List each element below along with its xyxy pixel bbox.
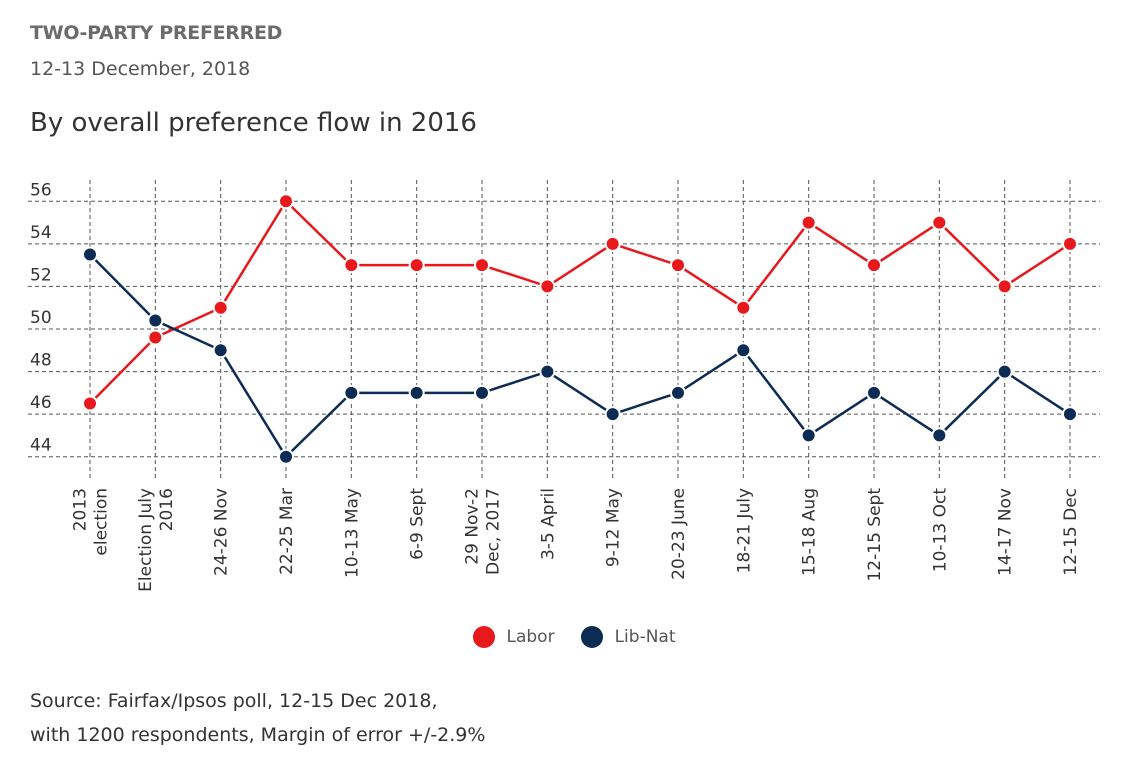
data-point-labor-12 xyxy=(866,257,882,274)
data-point-lib-nat-4 xyxy=(343,384,360,401)
series-line-lib-nat xyxy=(89,253,1071,458)
y-tick-label-48: 48 xyxy=(30,351,52,371)
x-tick-label-line: 24-26 Nov xyxy=(212,488,232,576)
data-point-labor-6 xyxy=(474,257,490,274)
data-point-lib-nat-7 xyxy=(539,363,556,380)
chart-subtitle: By overall preference flow in 2016 xyxy=(30,108,477,138)
x-tick-label-14: 14-17 Nov xyxy=(996,488,1016,576)
data-point-lib-nat-5 xyxy=(408,384,425,401)
x-tick-label-line: election xyxy=(92,488,112,556)
data-point-lib-nat-10 xyxy=(735,342,752,359)
series-line-labor xyxy=(89,200,1071,405)
x-tick-label-3: 22-25 Mar xyxy=(277,488,297,575)
data-point-labor-14 xyxy=(996,278,1013,295)
source-line-1: Source: Fairfax/Ipsos poll, 12-15 Dec 20… xyxy=(30,690,438,712)
legend-swatch-lib-nat xyxy=(580,626,603,648)
y-tick-label-44: 44 xyxy=(30,436,52,456)
x-tick-label-line: 14-17 Nov xyxy=(996,488,1016,576)
data-point-labor-5 xyxy=(408,257,425,274)
x-tick-label-line: 20-23 June xyxy=(669,488,689,580)
data-point-labor-1 xyxy=(147,329,164,346)
x-tick-label-line: Dec, 2017 xyxy=(484,488,504,575)
x-tick-label-6: 29 Nov-2 Dec, 2017 xyxy=(463,488,504,575)
data-point-lib-nat-13 xyxy=(931,427,948,444)
x-tick-label-10: 18-21 July xyxy=(734,488,754,573)
legend: Labor Lib-Nat xyxy=(0,626,1148,648)
chart-date: 12-13 December, 2018 xyxy=(30,58,251,80)
data-point-lib-nat-0 xyxy=(82,246,98,263)
data-point-labor-4 xyxy=(343,257,360,274)
data-point-lib-nat-11 xyxy=(800,427,817,444)
data-point-labor-7 xyxy=(539,278,556,295)
x-tick-label-1: Election July 2016 xyxy=(136,488,177,592)
x-tick-label-line: 12-15 Dec xyxy=(1061,488,1081,576)
x-tick-label-5: 6-9 Sept xyxy=(408,488,428,560)
legend-label-lib-nat: Lib-Nat xyxy=(614,627,676,647)
data-point-lib-nat-1 xyxy=(147,312,164,329)
x-tick-label-8: 9-12 May xyxy=(604,488,624,567)
data-point-lib-nat-8 xyxy=(604,406,621,423)
data-point-lib-nat-3 xyxy=(278,448,294,465)
data-point-labor-3 xyxy=(278,193,294,210)
x-tick-label-line: 2016 xyxy=(157,488,177,531)
y-tick-label-52: 52 xyxy=(30,265,52,285)
x-tick-label-9: 20-23 June xyxy=(669,488,689,580)
y-tick-label-46: 46 xyxy=(30,393,52,413)
data-point-labor-0 xyxy=(82,395,98,412)
x-tick-label-line: 12-15 Sept xyxy=(865,488,885,582)
data-point-lib-nat-14 xyxy=(996,363,1013,380)
x-tick-label-line: 9-12 May xyxy=(604,488,624,567)
data-point-labor-2 xyxy=(212,299,229,316)
data-point-lib-nat-9 xyxy=(670,384,686,401)
source-note: Source: Fairfax/Ipsos poll, 12-15 Dec 20… xyxy=(30,684,485,752)
y-tick-label-54: 54 xyxy=(30,223,52,243)
data-point-lib-nat-15 xyxy=(1062,406,1078,423)
x-tick-label-11: 15-18 Aug xyxy=(800,488,820,576)
legend-item-lib-nat[interactable]: Lib-Nat xyxy=(580,626,676,648)
data-point-lib-nat-2 xyxy=(212,342,229,359)
legend-label-labor: Labor xyxy=(506,627,555,647)
data-point-labor-11 xyxy=(800,214,817,231)
x-tick-label-line: 6-9 Sept xyxy=(408,488,428,560)
x-tick-label-line: 18-21 July xyxy=(734,488,754,573)
x-tick-label-line: 15-18 Aug xyxy=(800,488,820,576)
x-tick-label-15: 12-15 Dec xyxy=(1061,488,1081,576)
data-point-labor-10 xyxy=(735,299,752,316)
x-tick-label-line: 10-13 May xyxy=(342,488,362,578)
x-tick-label-0: 2013 election xyxy=(71,488,112,556)
x-tick-label-7: 3-5 April xyxy=(538,488,558,560)
x-tick-label-line: 10-13 Oct xyxy=(930,488,950,573)
data-point-lib-nat-12 xyxy=(866,384,882,401)
data-point-lib-nat-6 xyxy=(474,384,490,401)
x-tick-label-line: 29 Nov-2 xyxy=(463,488,483,565)
source-line-2: with 1200 respondents, Margin of error +… xyxy=(30,724,486,746)
data-point-labor-8 xyxy=(604,235,621,252)
x-tick-label-4: 10-13 May xyxy=(342,488,362,578)
y-tick-label-50: 50 xyxy=(30,308,52,328)
x-tick-label-2: 24-26 Nov xyxy=(212,488,232,576)
x-tick-label-13: 10-13 Oct xyxy=(930,488,950,573)
legend-swatch-labor xyxy=(472,626,495,648)
x-tick-label-line: Election July xyxy=(136,488,156,592)
data-point-labor-9 xyxy=(670,257,686,274)
x-tick-label-12: 12-15 Sept xyxy=(865,488,885,582)
data-point-labor-13 xyxy=(931,214,948,231)
y-tick-label-56: 56 xyxy=(30,180,52,200)
x-tick-label-line: 3-5 April xyxy=(538,488,558,560)
x-tick-label-line: 2013 xyxy=(71,488,91,531)
chart-title: TWO-PARTY PREFERRED xyxy=(30,22,283,44)
legend-item-labor[interactable]: Labor xyxy=(472,626,555,648)
data-point-labor-15 xyxy=(1062,235,1078,252)
x-tick-label-line: 22-25 Mar xyxy=(277,488,297,575)
